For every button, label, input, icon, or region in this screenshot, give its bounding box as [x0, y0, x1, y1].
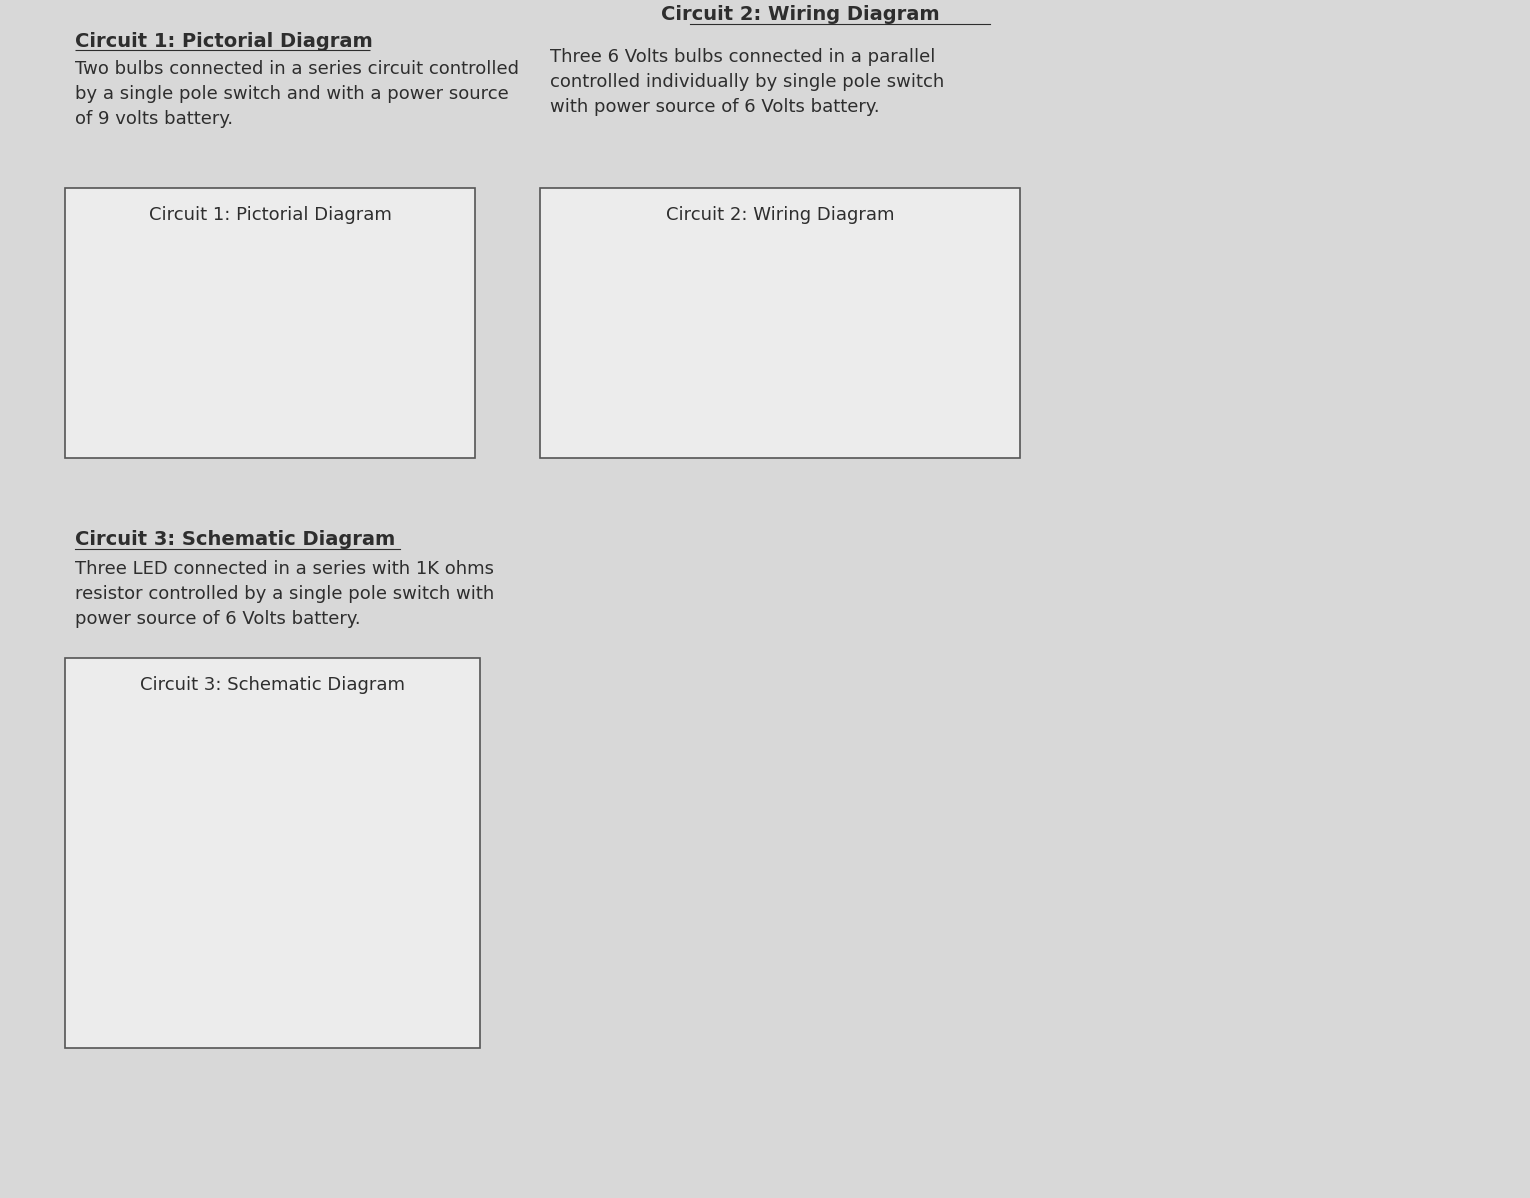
Text: Two bulbs connected in a series circuit controlled
by a single pole switch and w: Two bulbs connected in a series circuit … [75, 60, 519, 128]
Text: Circuit 1: Pictorial Diagram: Circuit 1: Pictorial Diagram [148, 206, 392, 224]
FancyBboxPatch shape [540, 188, 1021, 458]
FancyBboxPatch shape [64, 188, 474, 458]
Text: Circuit 3: Schematic Diagram: Circuit 3: Schematic Diagram [75, 530, 395, 549]
Text: Circuit 3: Schematic Diagram: Circuit 3: Schematic Diagram [141, 676, 405, 694]
Text: Three 6 Volts bulbs connected in a parallel
controlled individually by single po: Three 6 Volts bulbs connected in a paral… [549, 48, 944, 116]
Text: Circuit 2: Wiring Diagram: Circuit 2: Wiring Diagram [661, 5, 939, 24]
FancyBboxPatch shape [64, 658, 480, 1048]
Text: Circuit 1: Pictorial Diagram: Circuit 1: Pictorial Diagram [75, 32, 373, 52]
Text: Three LED connected in a series with 1K ohms
resistor controlled by a single pol: Three LED connected in a series with 1K … [75, 559, 494, 628]
Text: Circuit 2: Wiring Diagram: Circuit 2: Wiring Diagram [666, 206, 894, 224]
